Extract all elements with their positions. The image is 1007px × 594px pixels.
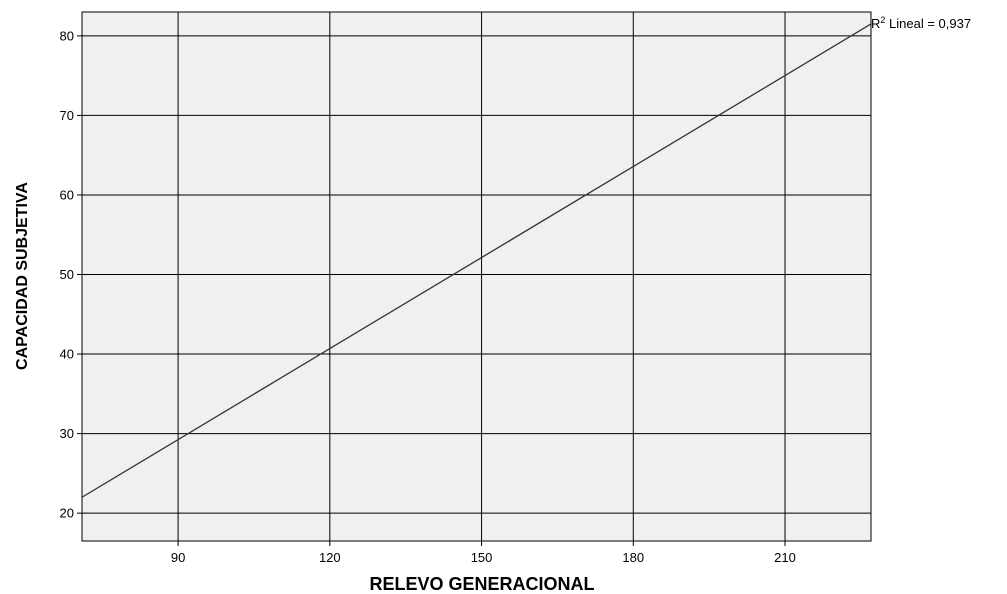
x-axis-title: RELEVO GENERACIONAL — [369, 574, 594, 594]
y-tick-label: 80 — [60, 28, 74, 43]
x-tick-label: 210 — [774, 550, 796, 565]
y-tick-label: 20 — [60, 506, 74, 521]
y-tick-label: 60 — [60, 187, 74, 202]
y-tick-label: 70 — [60, 108, 74, 123]
r2-annotation: R2 Lineal = 0,937 — [871, 15, 971, 31]
plot-area — [82, 12, 871, 541]
r2-value: Lineal = 0,937 — [885, 16, 971, 31]
y-axis-title: CAPACIDAD SUBJETIVA — [14, 182, 31, 370]
r2-label: R — [871, 16, 880, 31]
x-tick-label: 150 — [471, 550, 493, 565]
y-tick-label: 30 — [60, 426, 74, 441]
y-tick-label: 40 — [60, 347, 74, 362]
x-tick-label: 180 — [622, 550, 644, 565]
y-ticks: 20 30 40 50 60 70 80 — [60, 28, 82, 520]
x-tick-label: 120 — [319, 550, 341, 565]
x-ticks: 90 120 150 180 210 — [171, 541, 796, 565]
y-tick-label: 50 — [60, 267, 74, 282]
x-tick-label: 90 — [171, 550, 185, 565]
